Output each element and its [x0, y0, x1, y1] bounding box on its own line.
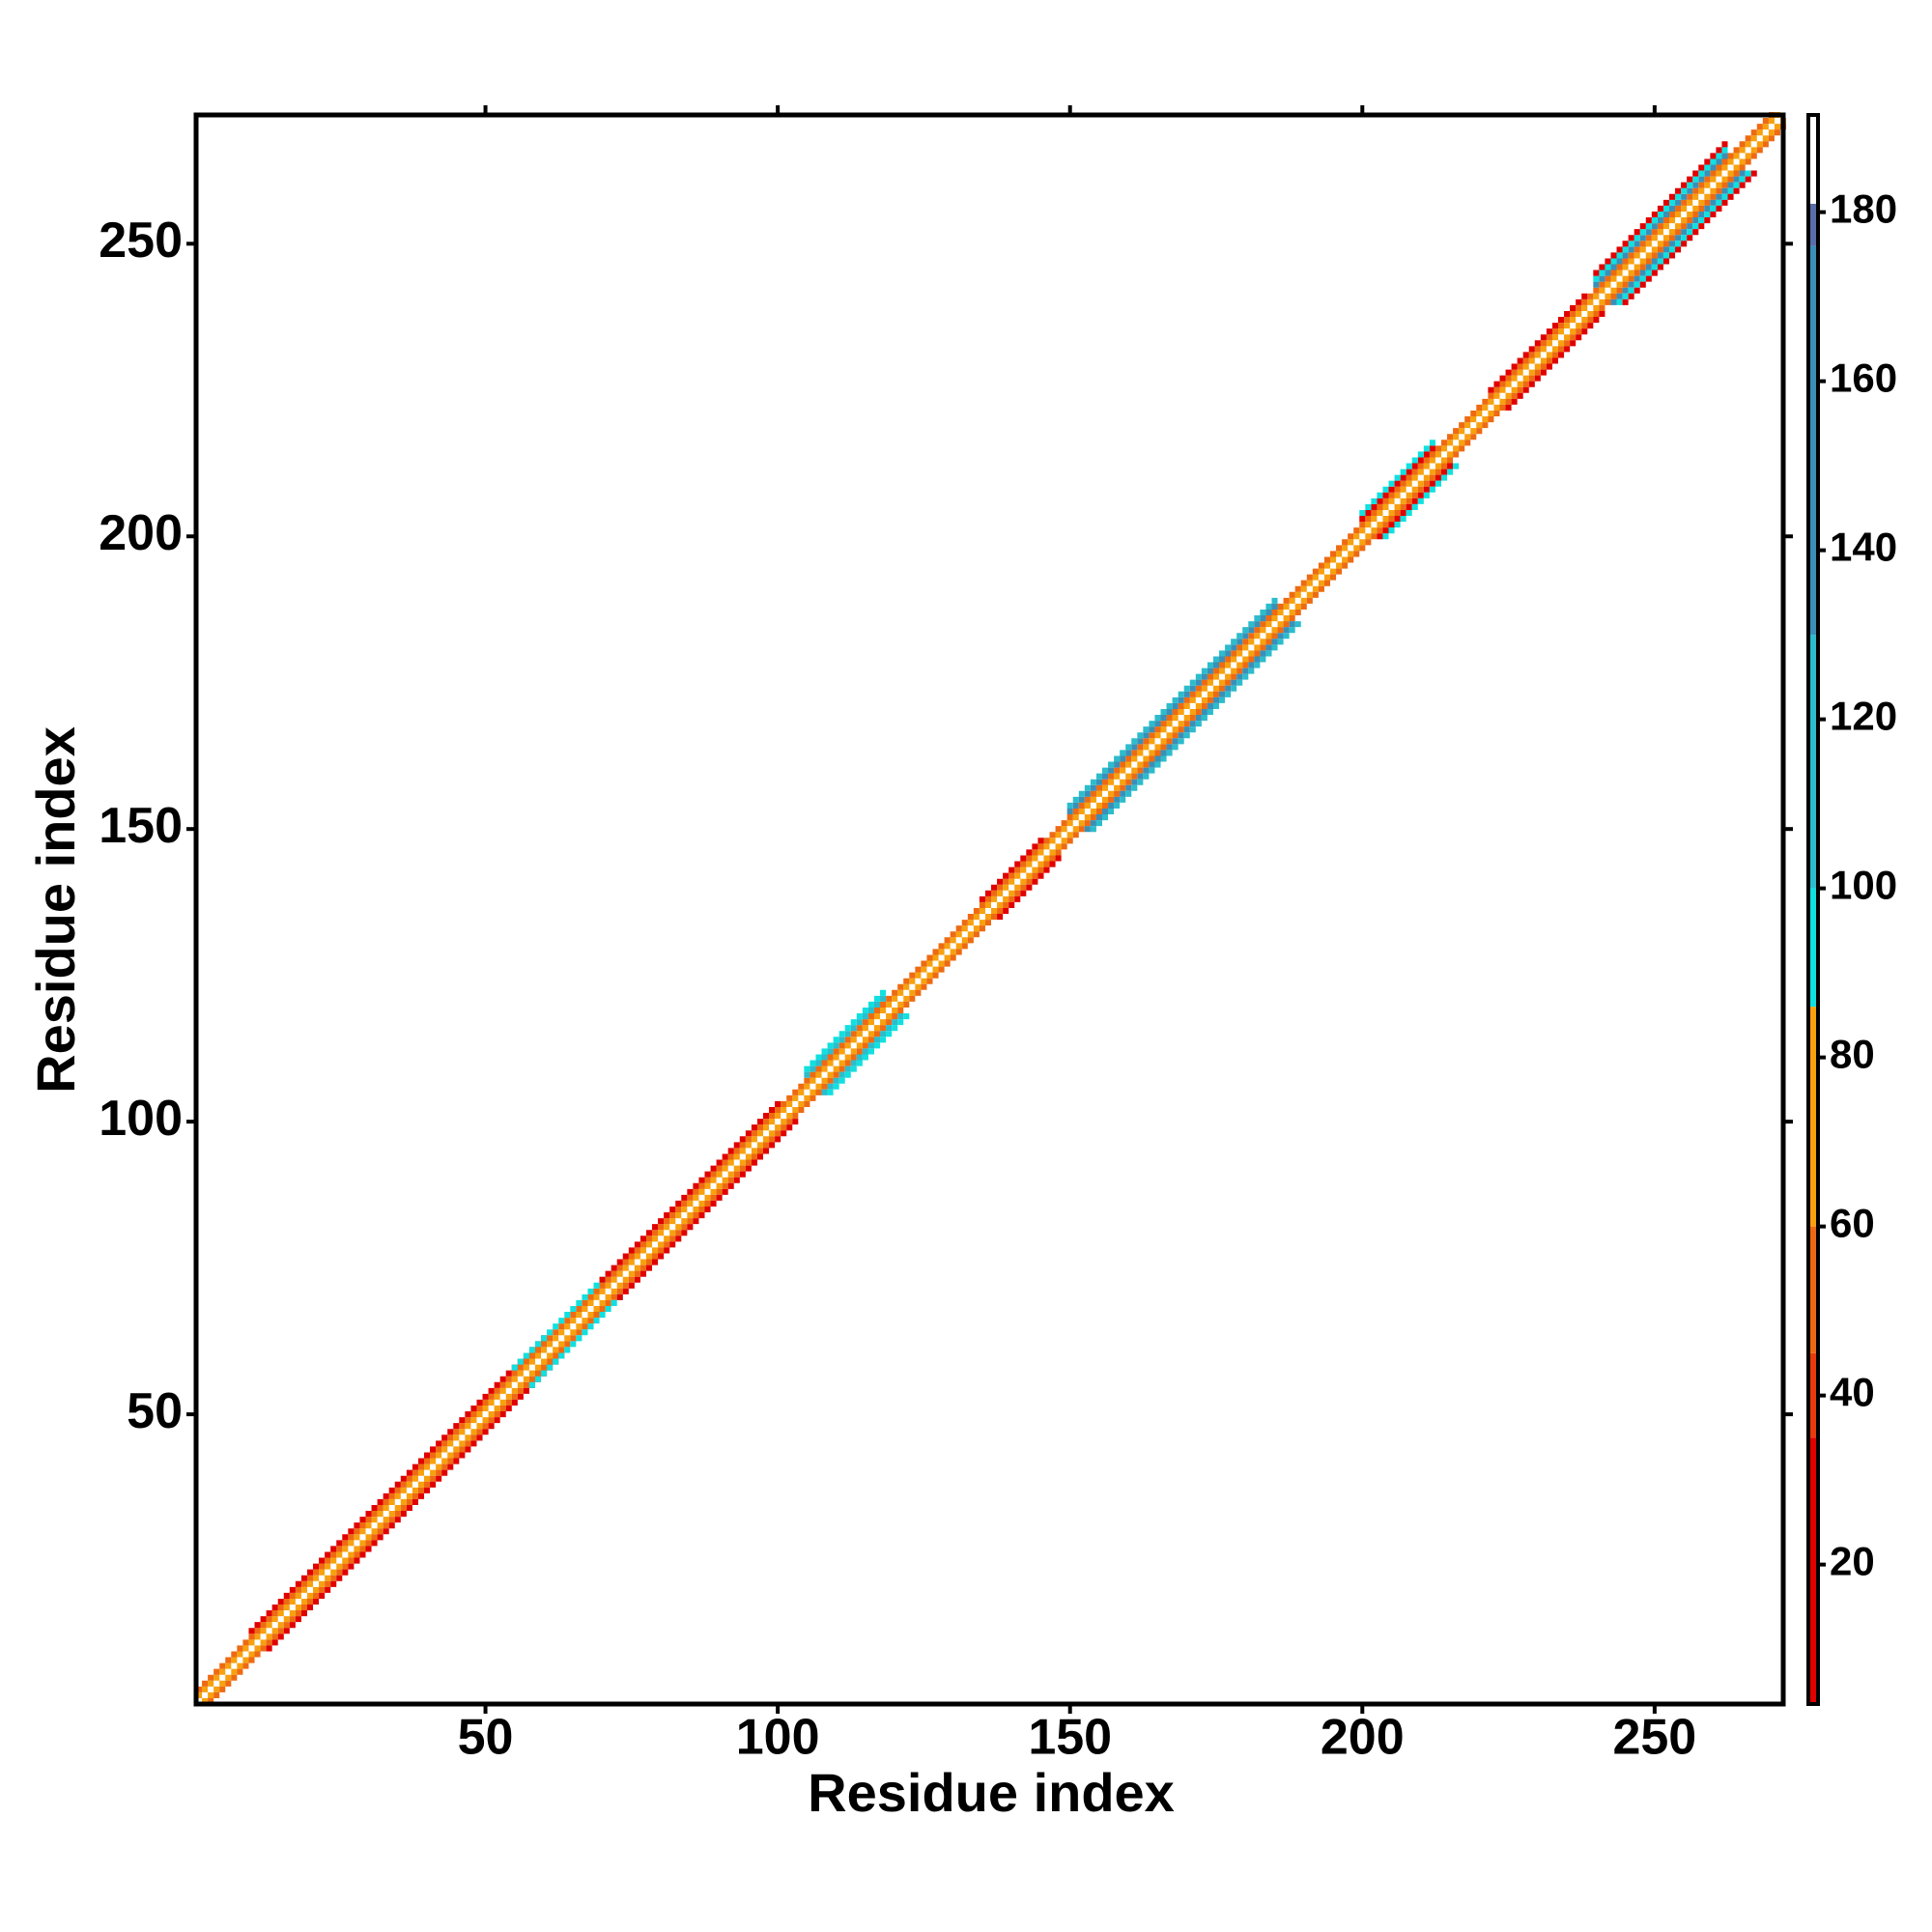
colorbar-segment	[1808, 1352, 1818, 1438]
x-axis-title: Residue index	[808, 1762, 1175, 1823]
heatmap-band	[1593, 141, 1757, 305]
colorbar-segment	[1808, 245, 1818, 636]
colorbar-tick-label: 20	[1830, 1539, 1875, 1584]
colorbar-tick-label: 120	[1830, 694, 1897, 739]
colorbar-segment	[1808, 1226, 1818, 1353]
heatmap-band	[1593, 147, 1751, 305]
y-tick-label: 250	[99, 213, 183, 269]
colorbar-tick-label: 180	[1830, 186, 1897, 232]
heatmap-band	[1359, 445, 1454, 540]
y-tick-label: 150	[99, 798, 183, 854]
colorbar-segment	[1808, 888, 1818, 1008]
x-tick-label: 150	[1028, 1710, 1112, 1766]
colorbar-frame	[1806, 113, 1820, 1706]
colorbar-tick-label: 60	[1830, 1201, 1875, 1246]
heatmap-band	[511, 1276, 623, 1388]
colorbar-segment	[1808, 203, 1818, 246]
heatmap-band	[1066, 603, 1295, 833]
heatmap-band	[196, 111, 1787, 1704]
colorbar-segment	[1808, 115, 1818, 204]
colorbar-tick-label: 80	[1830, 1032, 1875, 1077]
colorbar-segment	[1808, 1007, 1818, 1227]
colorbar-segment	[1808, 635, 1818, 889]
colorbar-tick-label: 100	[1830, 863, 1897, 908]
heatmap-band	[804, 995, 904, 1095]
x-tick-label: 50	[458, 1710, 514, 1766]
y-axis-title: Residue index	[25, 726, 86, 1094]
y-tick-label: 200	[99, 505, 183, 561]
x-tick-label: 100	[736, 1710, 820, 1766]
heatmap-band	[979, 838, 1062, 921]
plot-frame	[193, 112, 1786, 1707]
colorbar-tick-label: 140	[1830, 525, 1897, 570]
y-tick-label: 50	[127, 1383, 183, 1439]
colorbar-segment	[1808, 1437, 1818, 1704]
x-tick-label: 200	[1321, 1710, 1405, 1766]
heatmap-band	[1359, 440, 1460, 540]
colorbar-tick-label: 160	[1830, 355, 1897, 401]
colorbar-tick-label: 40	[1830, 1370, 1875, 1415]
y-tick-label: 100	[99, 1091, 183, 1147]
heatmap-band	[804, 989, 910, 1095]
x-tick-label: 250	[1612, 1710, 1696, 1766]
